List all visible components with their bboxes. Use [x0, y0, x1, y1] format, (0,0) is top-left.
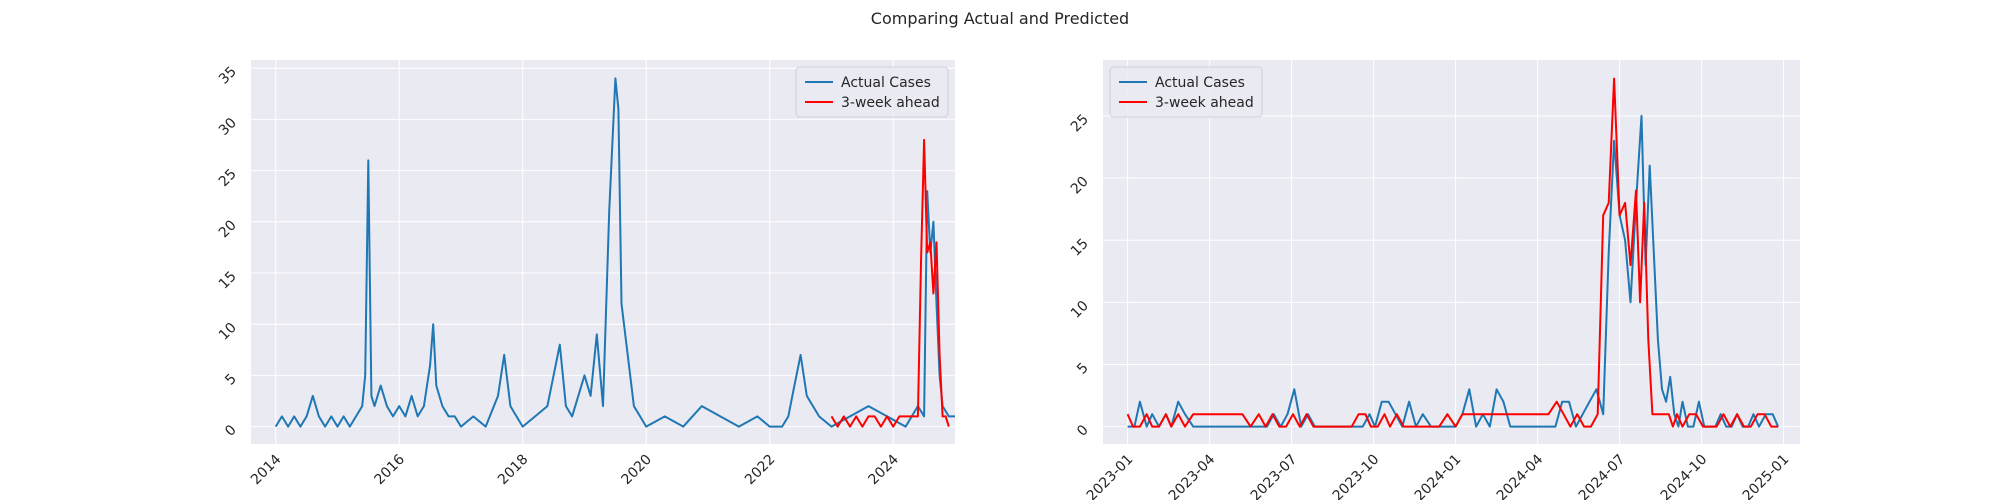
chart-0-legend-label-actual: Actual Cases — [841, 75, 931, 91]
chart-1-legend-label-predicted: 3-week ahead — [1155, 95, 1254, 111]
chart-1-legend-frame — [1109, 66, 1263, 118]
chart-0-legend-frame — [795, 66, 949, 118]
suptitle: Comparing Actual and Predicted — [871, 9, 1129, 28]
chart-1-series-line-actual — [1127, 114, 1780, 428]
chart-1-series-line-predicted — [1126, 77, 1779, 428]
chart-1-legend-label-actual: Actual Cases — [1155, 75, 1245, 91]
chart-0-legend-label-predicted: 3-week ahead — [841, 95, 940, 111]
chart-0-legend: Actual Cases 3-week ahead — [795, 66, 949, 118]
chart-0-series-line-actual — [274, 77, 955, 428]
chart-1-legend: Actual Cases 3-week ahead — [1109, 66, 1263, 118]
chart-1-plot-area — [1103, 60, 1800, 444]
chart-0-series-line-predicted — [830, 138, 950, 428]
